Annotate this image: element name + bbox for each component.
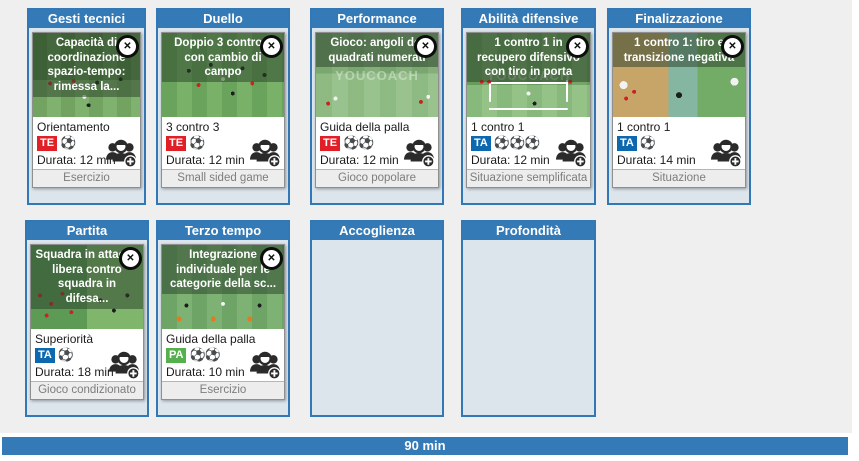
slot-terzo-tempo[interactable]: Terzo tempo ✕ Integrazione individuale p…	[156, 220, 290, 417]
close-icon: ✕	[267, 253, 276, 264]
phase-badge: TA	[617, 136, 637, 151]
intensity-balls-icon: ⚽⚽⚽	[493, 136, 541, 151]
close-icon: ✕	[573, 41, 582, 52]
exercise-duration: Durata: 10 min	[166, 365, 245, 379]
exercise-duration: Durata: 12 min	[471, 153, 550, 167]
exercise-duration: Durata: 12 min	[320, 153, 399, 167]
add-players-icon[interactable]	[107, 350, 141, 380]
exercise-card[interactable]: ✕ Squadra in attacco libera contro squad…	[30, 244, 144, 400]
slot-header: Profondità	[463, 222, 594, 240]
slot-header: Duello	[158, 10, 288, 28]
add-players-icon[interactable]	[554, 138, 588, 168]
phase-badge: TE	[166, 136, 187, 151]
slot-header: Finalizzazione	[609, 10, 749, 28]
intensity-balls-icon: ⚽⚽	[189, 348, 220, 363]
remove-exercise-button[interactable]: ✕	[566, 35, 589, 58]
exercise-duration: Durata: 18 min	[35, 365, 114, 379]
exercise-activity: 3 contro 3	[166, 120, 220, 134]
slot-header: Terzo tempo	[158, 222, 288, 240]
slot-header: Partita	[27, 222, 147, 240]
exercise-activity: Guida della palla	[320, 120, 410, 134]
close-icon: ✕	[421, 41, 430, 52]
slot-duello[interactable]: Duello ✕ Doppio 3 contro 3 con cambio di…	[156, 8, 290, 205]
add-players-icon[interactable]	[402, 138, 436, 168]
exercise-duration: Durata: 12 min	[37, 153, 116, 167]
remove-exercise-button[interactable]: ✕	[260, 35, 283, 58]
intensity-balls-icon: ⚽	[60, 136, 76, 151]
slot-finalizzazione[interactable]: Finalizzazione ✕ 1 contro 1: tiro e tran…	[607, 8, 751, 205]
slot-header: Performance	[312, 10, 442, 28]
add-players-icon[interactable]	[104, 138, 138, 168]
slot-header: Accoglienza	[312, 222, 442, 240]
phase-badge: TA	[35, 348, 55, 363]
remove-exercise-button[interactable]: ✕	[721, 35, 744, 58]
exercise-duration: Durata: 14 min	[617, 153, 696, 167]
slot-header: Gesti tecnici	[29, 10, 144, 28]
phase-badge: TE	[37, 136, 58, 151]
intensity-balls-icon: ⚽	[57, 348, 74, 363]
remove-exercise-button[interactable]: ✕	[414, 35, 437, 58]
remove-exercise-button[interactable]: ✕	[119, 247, 142, 270]
exercise-activity: 1 contro 1	[617, 120, 671, 134]
exercise-activity: Superiorità	[35, 332, 94, 346]
phase-badge: PA	[166, 348, 187, 363]
slot-header: Abilità difensive	[463, 10, 594, 28]
slot-abilita-difensive[interactable]: Abilità difensive ✕ 1 contro 1 in recupe…	[461, 8, 596, 205]
add-players-icon[interactable]	[709, 138, 743, 168]
phase-badge: TE	[320, 136, 341, 151]
intensity-balls-icon: ⚽	[189, 136, 205, 151]
slot-profondita[interactable]: Profondità	[461, 220, 596, 417]
remove-exercise-button[interactable]: ✕	[116, 35, 139, 58]
exercise-card[interactable]: ✕ Gioco: angoli dei quadrati numerati YO…	[315, 32, 439, 188]
remove-exercise-button[interactable]: ✕	[260, 247, 283, 270]
exercise-activity: 1 contro 1	[471, 120, 525, 134]
exercise-category: Situazione	[613, 169, 745, 187]
exercise-card[interactable]: ✕ 1 contro 1: tiro e transizione negativ…	[612, 32, 746, 188]
exercise-category: Gioco condizionato	[31, 381, 143, 399]
exercise-card[interactable]: ✕ Integrazione individuale per le catego…	[161, 244, 285, 400]
exercise-category: Esercizio	[33, 169, 140, 187]
add-players-icon[interactable]	[248, 138, 282, 168]
exercise-category: Esercizio	[162, 381, 284, 399]
exercise-card[interactable]: ✕ Doppio 3 contro 3 con cambio di campo …	[161, 32, 285, 188]
intensity-balls-icon: ⚽	[639, 136, 656, 151]
phase-badge: TA	[471, 136, 491, 151]
close-icon: ✕	[126, 253, 135, 264]
exercise-card[interactable]: ✕ 1 contro 1 in recupero difensivo con t…	[466, 32, 591, 188]
exercise-card[interactable]: ✕ Capacità di coordinazione spazio-tempo…	[32, 32, 141, 188]
exercise-activity: Orientamento	[37, 120, 110, 134]
close-icon: ✕	[728, 41, 737, 52]
exercise-activity: Guida della palla	[166, 332, 256, 346]
add-players-icon[interactable]	[248, 350, 282, 380]
exercise-title: 1 contro 1 in recupero difensivo con tir…	[467, 33, 590, 83]
slot-performance[interactable]: Performance ✕ Gioco: angoli dei quadrati…	[310, 8, 444, 205]
watermark-text: YOUCOACH	[335, 68, 419, 84]
intensity-balls-icon: ⚽⚽	[343, 136, 374, 151]
slot-gesti-tecnici[interactable]: Gesti tecnici ✕ Capacità di coordinazion…	[27, 8, 146, 205]
slot-partita[interactable]: Partita ✕ Squadra in attacco libera cont…	[25, 220, 149, 417]
exercise-category: Small sided game	[162, 169, 284, 187]
total-duration-bar: 90 min	[2, 437, 848, 455]
exercise-duration: Durata: 12 min	[166, 153, 245, 167]
exercise-category: Gioco popolare	[316, 169, 438, 187]
slot-accoglienza[interactable]: Accoglienza	[310, 220, 444, 417]
close-icon: ✕	[267, 41, 276, 52]
exercise-category: Situazione semplificata	[467, 169, 590, 187]
close-icon: ✕	[123, 41, 132, 52]
